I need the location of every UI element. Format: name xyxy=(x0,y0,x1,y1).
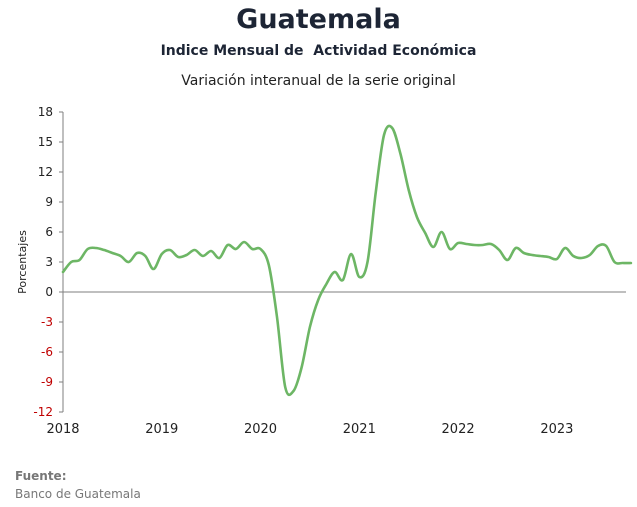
x-tick-label: 2018 xyxy=(46,422,79,437)
chart-description: Variación interanual de la serie origina… xyxy=(181,73,456,89)
y-tick-label: 18 xyxy=(38,105,53,119)
y-tick-label: 0 xyxy=(45,285,53,299)
y-tick-label: 9 xyxy=(45,195,53,209)
y-tick-label: 15 xyxy=(38,135,53,149)
chart-title: Guatemala xyxy=(236,4,401,35)
y-tick-label: 6 xyxy=(45,225,53,239)
series-line xyxy=(61,124,633,397)
chart-subtitle: Indice Mensual de Actividad Económica xyxy=(160,43,477,59)
y-tick-label: 3 xyxy=(45,255,53,269)
x-tick-label: 2021 xyxy=(343,422,376,437)
y-tick-label: -9 xyxy=(41,375,53,389)
y-tick-label: -6 xyxy=(41,345,53,359)
x-tick-label: 2019 xyxy=(145,422,178,437)
x-tick-label: 2020 xyxy=(244,422,277,437)
y-tick-label: -3 xyxy=(41,315,53,329)
x-tick-label: 2022 xyxy=(442,422,475,437)
source-text: Banco de Guatemala xyxy=(15,487,141,501)
y-axis-title: Porcentajes xyxy=(16,230,29,294)
y-tick-label: 12 xyxy=(38,165,53,179)
y-tick-label: -12 xyxy=(33,405,53,419)
source-label: Fuente: xyxy=(15,469,67,483)
x-tick-label: 2023 xyxy=(540,422,573,437)
